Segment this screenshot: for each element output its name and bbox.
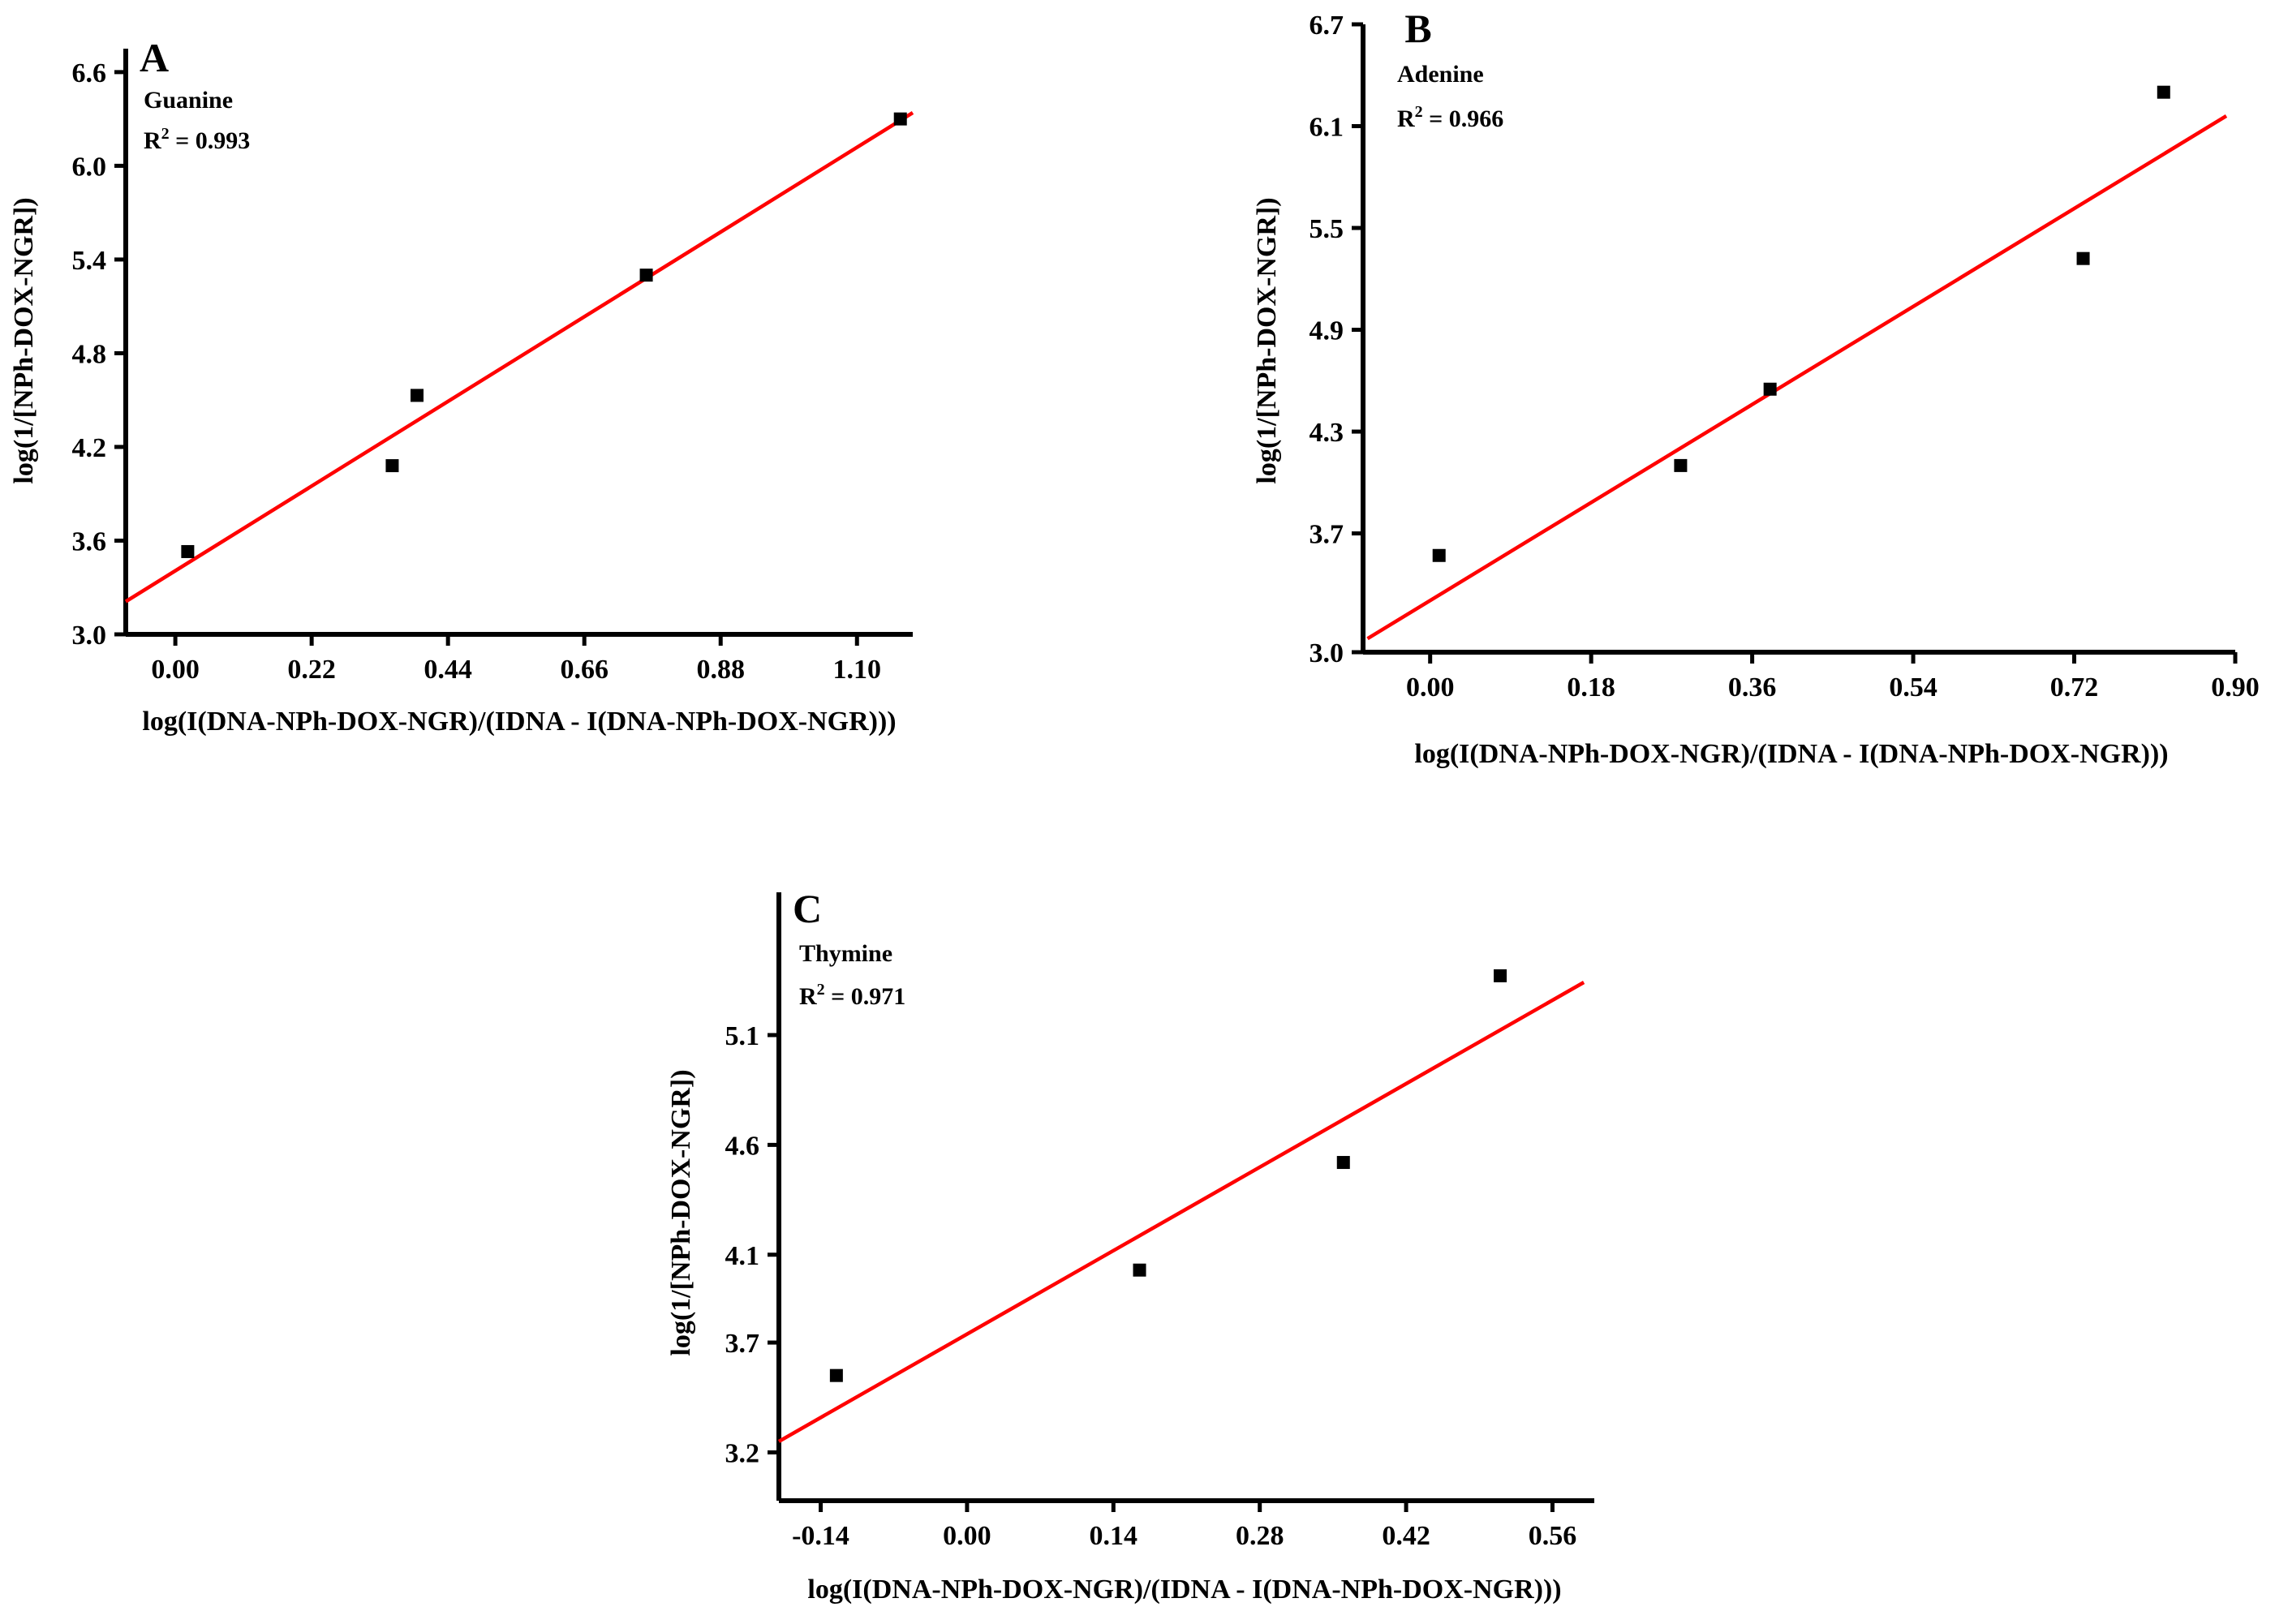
x-tick-label: 0.56 <box>1529 1521 1577 1551</box>
x-tick-label: 0.00 <box>1406 672 1455 702</box>
y-axis-title: log(1/[NPh-DOX-NGR]) <box>1252 197 1282 483</box>
x-axis-title: log(I(DNA-NPh-DOX-NGR)/(IDNA - I(DNA-NPh… <box>142 707 896 737</box>
x-tick-label: 0.72 <box>2050 672 2099 702</box>
y-tick-label: 5.4 <box>72 246 107 276</box>
x-tick-label: 0.14 <box>1090 1521 1138 1551</box>
y-tick-label: 6.1 <box>1310 113 1344 143</box>
fit-line <box>124 111 914 604</box>
data-point <box>1336 1156 1350 1170</box>
y-tick-label: 4.9 <box>1310 316 1344 346</box>
x-tick-label: 0.44 <box>424 655 472 685</box>
y-axis-title: log(1/[NPh-DOX-NGR]) <box>9 197 39 483</box>
y-tick-label: 6.0 <box>72 152 107 182</box>
compound-name: Thymine <box>799 940 892 967</box>
data-point <box>1763 382 1777 396</box>
compound-name: Guanine <box>144 87 233 114</box>
y-tick-label: 4.8 <box>72 339 107 369</box>
x-tick-label: 0.66 <box>560 655 609 685</box>
data-point <box>893 112 907 126</box>
y-tick-label: 3.2 <box>725 1438 760 1468</box>
data-point <box>1494 969 1507 982</box>
fit-line <box>777 981 1585 1443</box>
x-tick-label: 0.36 <box>1728 672 1777 702</box>
y-tick-label: 4.1 <box>725 1241 760 1271</box>
y-tick-label: 6.7 <box>1310 11 1344 41</box>
y-tick-label: 5.1 <box>725 1021 760 1051</box>
data-point <box>829 1368 843 1382</box>
x-tick-label: 0.42 <box>1382 1521 1430 1551</box>
data-point <box>1674 458 1688 472</box>
data-point <box>181 544 195 558</box>
data-point <box>1432 548 1446 562</box>
x-tick-label: 1.10 <box>833 655 882 685</box>
y-tick-label: 4.6 <box>725 1131 760 1161</box>
x-tick-label: 0.88 <box>696 655 745 685</box>
panel-letter: C <box>793 886 822 931</box>
y-tick-label: 4.3 <box>1310 418 1344 448</box>
compound-name: Adenine <box>1397 61 1484 88</box>
chart-panel-a: 0.00 0.22 0.44 0.66 0.88 1.10 3.0 3.6 4.2 4.8 5.4 6… <box>9 35 914 737</box>
y-tick-label: 6.6 <box>72 58 107 88</box>
x-tick-label: 0.28 <box>1236 1521 1284 1551</box>
x-tick-label: 0.00 <box>151 655 200 685</box>
data-point <box>1133 1263 1146 1277</box>
y-tick-label: 3.7 <box>725 1329 760 1359</box>
y-tick-label: 4.2 <box>72 433 107 463</box>
fit-line <box>1366 114 2228 641</box>
x-tick-label: 0.00 <box>943 1521 991 1551</box>
data-point <box>410 389 424 402</box>
data-point <box>2076 251 2090 265</box>
x-tick-label: 0.54 <box>1889 672 1937 702</box>
data-point <box>639 269 653 282</box>
x-axis-title: log(I(DNA-NPh-DOX-NGR)/(IDNA - I(DNA-NPh… <box>807 1575 1561 1605</box>
x-tick-label: 0.22 <box>287 655 336 685</box>
x-tick-label: -0.14 <box>792 1521 849 1551</box>
y-tick-label: 3.7 <box>1310 520 1344 550</box>
chart-panel-b: 0.00 0.18 0.36 0.54 0.72 0.90 3.0 3.7 4.3 4.9 5.5 6… <box>1252 6 2260 769</box>
data-point <box>385 459 399 473</box>
y-tick-label: 3.0 <box>1310 638 1344 668</box>
x-tick-label: 0.90 <box>2211 672 2260 702</box>
r-squared-label: R2 = 0.966 <box>1397 103 1503 132</box>
chart-panel-c: -0.14 0.00 0.14 0.28 0.42 0.56 3.2 3.7 4.1 4.6 5.1… <box>666 886 1594 1605</box>
x-axis-title: log(I(DNA-NPh-DOX-NGR)/(IDNA - I(DNA-NPh… <box>1414 739 2168 769</box>
data-point <box>2157 85 2170 99</box>
y-tick-label: 3.0 <box>72 621 107 651</box>
panel-letter: A <box>140 35 169 80</box>
y-axis-title: log(1/[NPh-DOX-NGR]) <box>666 1069 696 1355</box>
panel-letter: B <box>1404 6 1431 51</box>
x-tick-label: 0.18 <box>1567 672 1615 702</box>
y-tick-label: 5.5 <box>1310 214 1344 244</box>
y-tick-label: 3.6 <box>72 526 107 556</box>
r-squared-label: R2 = 0.993 <box>144 125 250 154</box>
r-squared-label: R2 = 0.971 <box>799 981 905 1010</box>
